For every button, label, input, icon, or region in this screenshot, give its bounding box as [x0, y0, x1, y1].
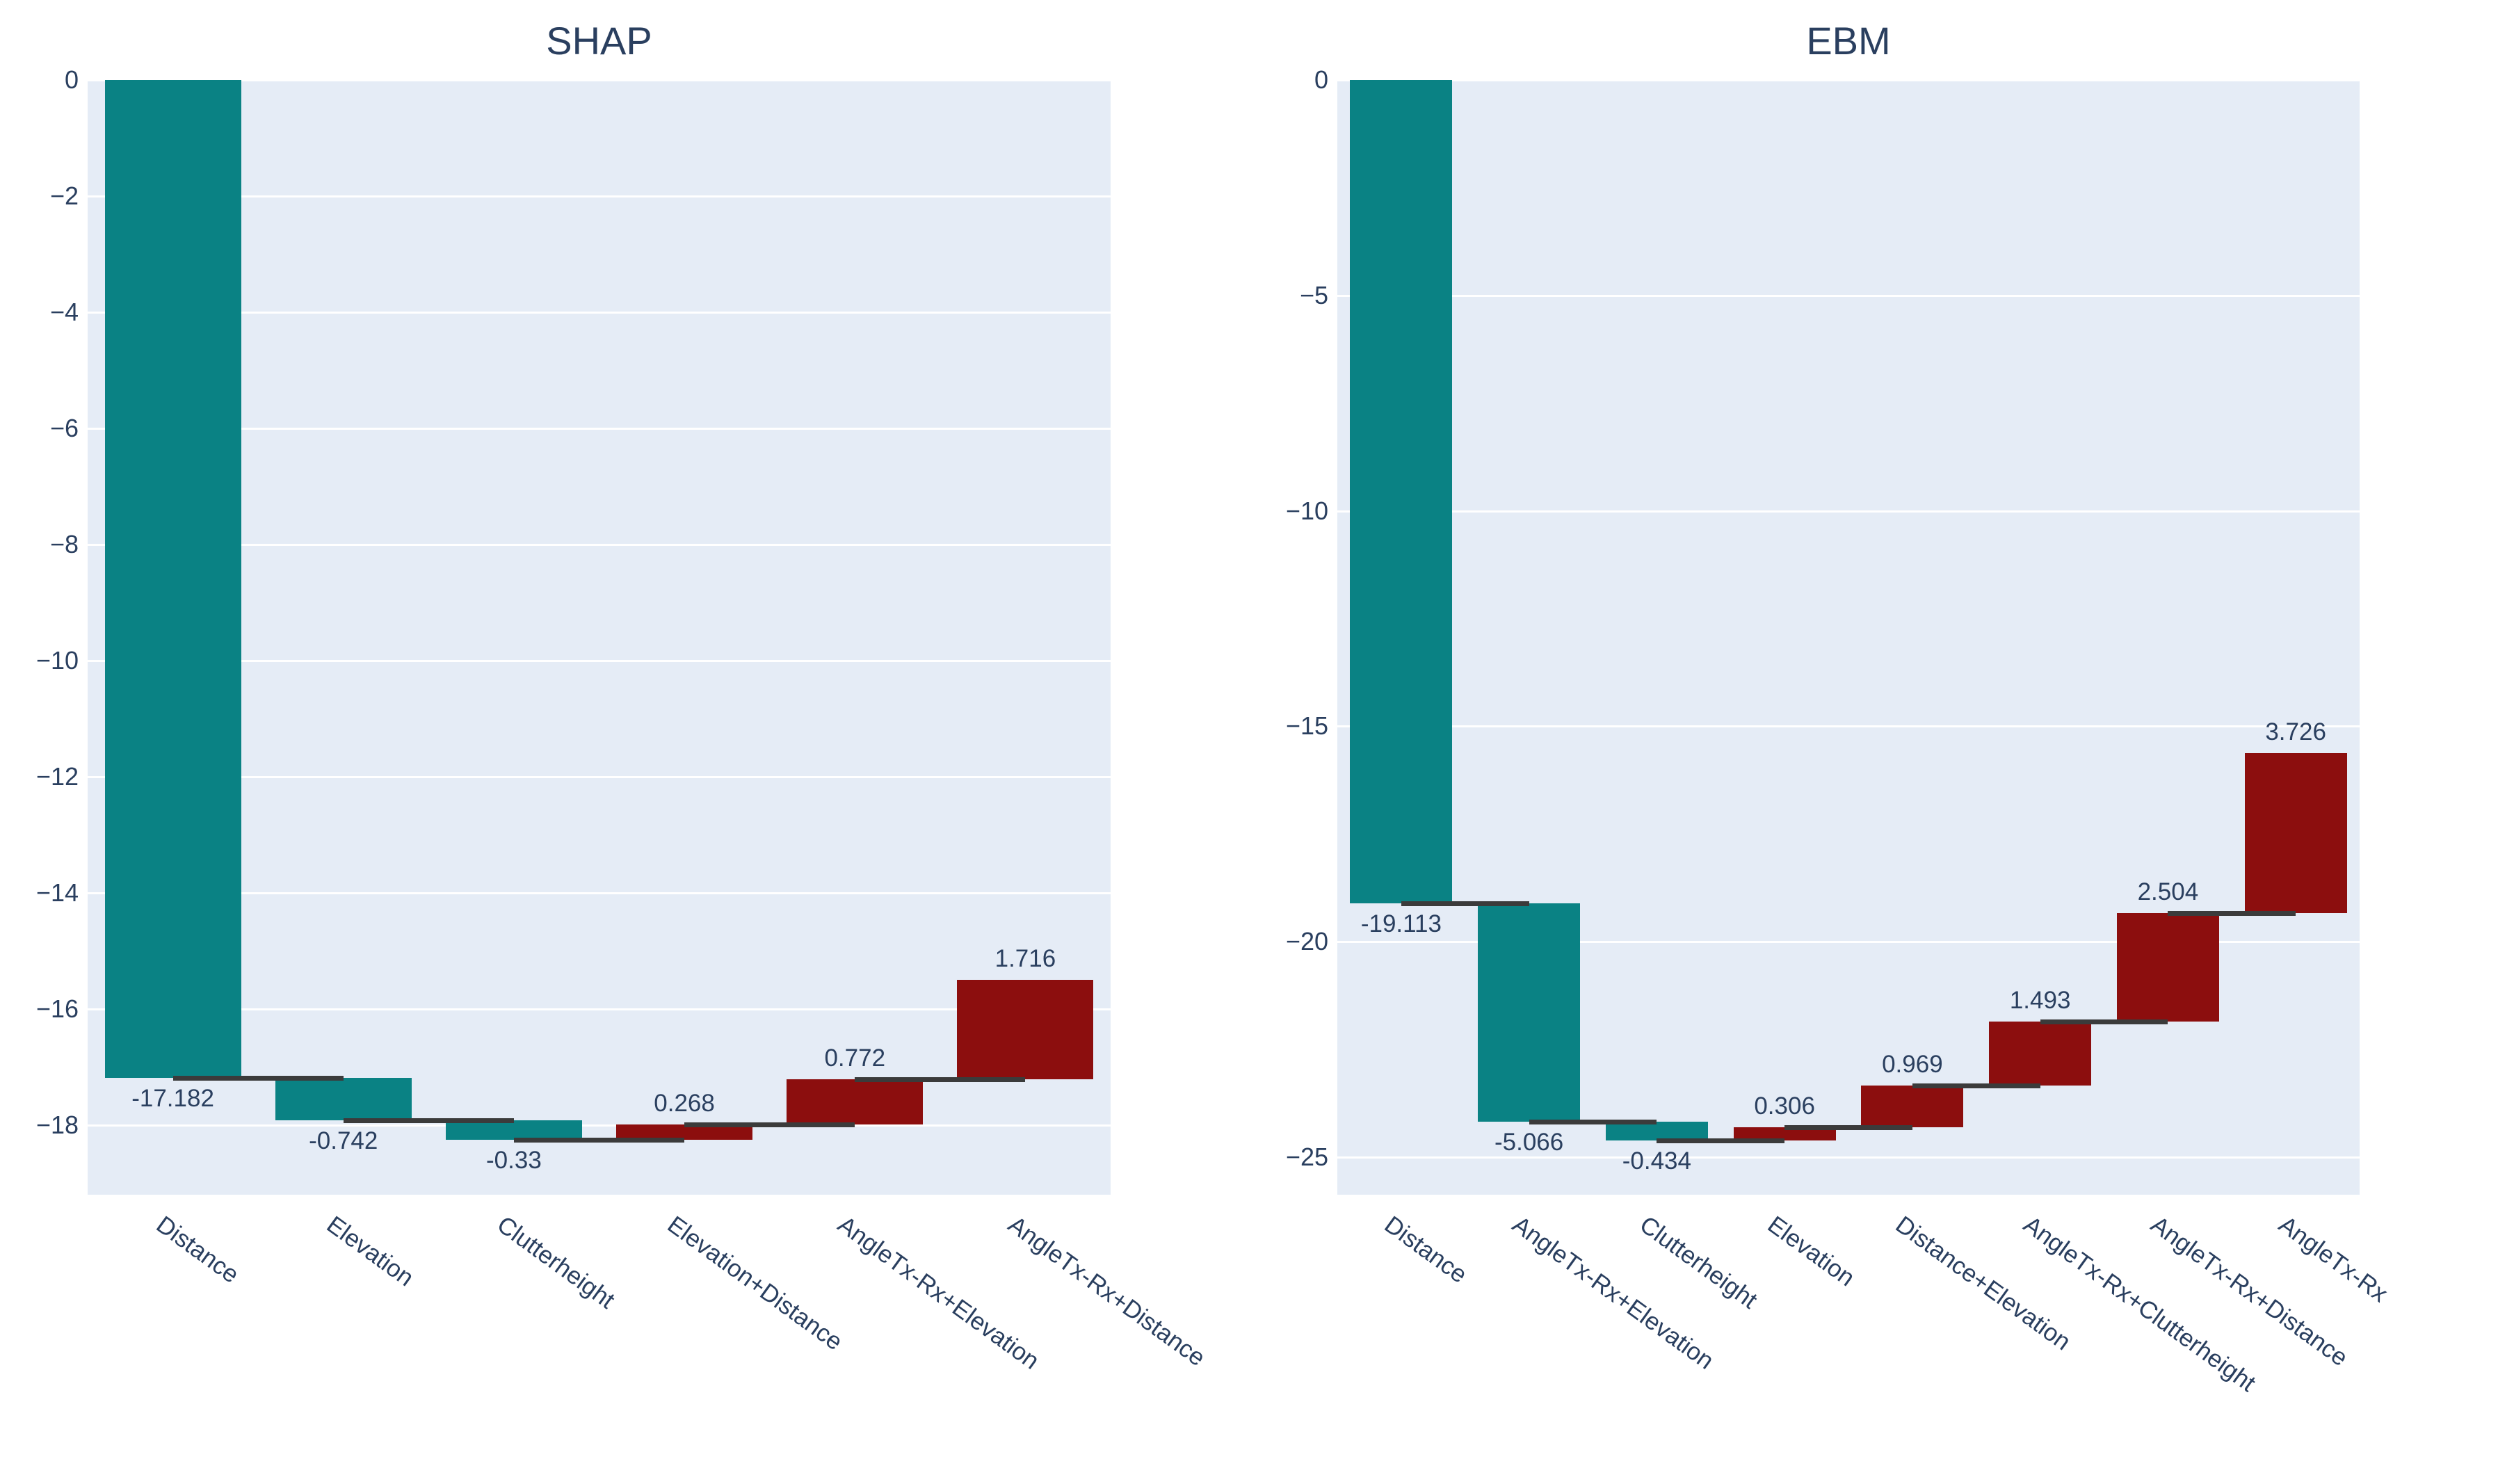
bar-distance[interactable]: [1350, 80, 1453, 904]
x-tick-label-elevation: Elevation: [1762, 1211, 1860, 1292]
y-tick-label: 0: [64, 65, 79, 94]
waterfall-connector: [1529, 1120, 1657, 1125]
y-tick-label: −5: [1299, 280, 1328, 309]
y-gridline: [1337, 79, 2360, 81]
y-gridline: [1337, 510, 2360, 513]
bar-elevation-distance[interactable]: [616, 1124, 753, 1140]
bar-angletx-rx-distance[interactable]: [957, 979, 1094, 1080]
x-tick-label-distance: Distance: [1379, 1211, 1472, 1289]
bar-clutterheight[interactable]: [445, 1120, 582, 1140]
value-label-elevation-distance: 0.268: [654, 1089, 715, 1117]
bar-angletx-rx-elevation[interactable]: [787, 1079, 924, 1124]
y-gridline: [88, 79, 1111, 81]
y-tick-label: −2: [49, 181, 79, 210]
y-tick-label: −6: [49, 413, 79, 442]
value-label-distance-elevation: 0.969: [1882, 1051, 1943, 1079]
y-gridline: [88, 1124, 1111, 1127]
value-label-angletx-rx-distance: 1.716: [994, 944, 1056, 972]
x-tick-label-distance: Distance: [151, 1211, 244, 1289]
x-tick-label-angletx-rx-elevation: AngleTx-Rx+Elevation: [1507, 1211, 1719, 1375]
y-gridline: [88, 892, 1111, 894]
x-tick-label-angletx-rx: AngleTx-Rx: [2273, 1211, 2393, 1308]
y-tick-label: −18: [35, 1110, 79, 1139]
x-tick-label-clutterheight: Clutterheight: [1635, 1211, 1763, 1314]
waterfall-connector: [2168, 911, 2296, 917]
waterfall-connector: [855, 1077, 1026, 1083]
value-label-clutterheight: -0.434: [1622, 1147, 1691, 1175]
y-tick-label: −4: [49, 297, 79, 326]
waterfall-connector: [513, 1138, 685, 1143]
bar-angletx-rx-clutterheight[interactable]: [1989, 1021, 2092, 1086]
value-label-elevation: 0.306: [1754, 1092, 1815, 1120]
value-label-distance: -19.113: [1360, 910, 1442, 938]
value-label-angletx-rx-distance: 2.504: [2137, 878, 2199, 906]
y-tick-label: −8: [49, 529, 79, 558]
y-tick-label: 0: [1314, 65, 1328, 94]
waterfall-connector: [1657, 1138, 1785, 1144]
waterfall-connector: [1912, 1083, 2040, 1089]
waterfall-connector: [2040, 1019, 2168, 1024]
y-gridline: [88, 195, 1111, 197]
y-tick-label: −10: [35, 645, 79, 675]
x-tick-label-elevation-distance: Elevation+Distance: [662, 1211, 848, 1356]
waterfall-connector: [684, 1122, 855, 1127]
y-gridline: [88, 1008, 1111, 1010]
x-tick-label-clutterheight: Clutterheight: [492, 1211, 620, 1314]
value-label-angletx-rx-elevation: 0.772: [824, 1045, 886, 1072]
y-gridline: [88, 311, 1111, 314]
y-gridline: [88, 659, 1111, 662]
x-tick-label-angletx-rx-clutterheight: AngleTx-Rx+Clutterheight: [2018, 1211, 2261, 1397]
y-tick-label: −25: [1285, 1143, 1328, 1172]
bar-angletx-rx-elevation[interactable]: [1478, 903, 1581, 1122]
value-label-elevation: -0.742: [309, 1127, 378, 1155]
y-tick-label: −12: [35, 761, 79, 791]
chart-title-ebm: EBM: [1806, 19, 1891, 63]
y-tick-label: −16: [35, 994, 79, 1023]
bar-distance[interactable]: [104, 80, 241, 1078]
value-label-distance: -17.182: [131, 1084, 214, 1112]
y-gridline: [1337, 294, 2360, 297]
y-gridline: [88, 775, 1111, 778]
bar-angletx-rx[interactable]: [2244, 752, 2347, 914]
y-gridline: [88, 427, 1111, 430]
bar-distance-elevation[interactable]: [1861, 1086, 1964, 1128]
value-label-angletx-rx-clutterheight: 1.493: [2009, 986, 2071, 1014]
y-tick-label: −20: [1285, 927, 1328, 956]
bar-elevation[interactable]: [275, 1077, 412, 1121]
value-label-angletx-rx: 3.726: [2265, 718, 2326, 745]
y-gridline: [1337, 1156, 2360, 1159]
waterfall-connector: [1784, 1125, 1912, 1131]
value-label-clutterheight: -0.33: [486, 1147, 542, 1175]
bar-clutterheight[interactable]: [1605, 1122, 1708, 1141]
y-gridline: [88, 543, 1111, 546]
value-label-angletx-rx-elevation: -5.066: [1494, 1129, 1564, 1156]
waterfall-connector: [1401, 901, 1529, 907]
y-gridline: [1337, 941, 2360, 944]
waterfall-connector: [343, 1118, 514, 1124]
y-tick-label: −15: [1285, 711, 1328, 741]
chart-title-shap: SHAP: [546, 19, 652, 63]
x-tick-label-elevation: Elevation: [321, 1211, 419, 1292]
waterfall-connector: [172, 1075, 344, 1081]
bar-angletx-rx-distance[interactable]: [2116, 913, 2219, 1022]
bar-elevation[interactable]: [1733, 1127, 1836, 1141]
y-tick-label: −10: [1285, 496, 1328, 525]
y-gridline: [1337, 725, 2360, 728]
y-tick-label: −14: [35, 878, 79, 907]
